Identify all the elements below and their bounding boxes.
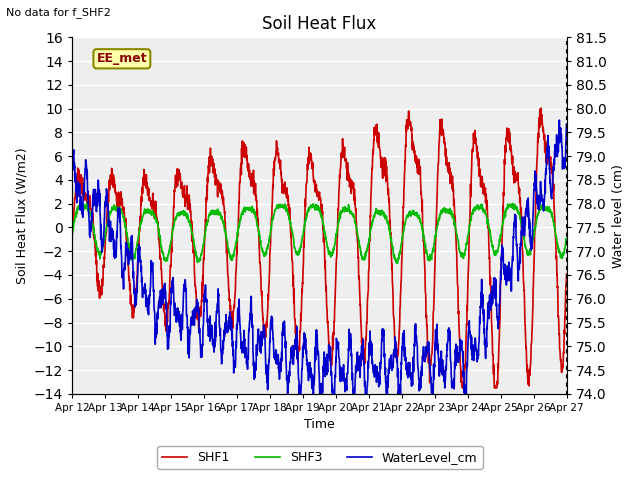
WaterLevel_cm [548,188,556,194]
Legend: SHF1, SHF3, WaterLevel_cm: SHF1, SHF3, WaterLevel_cm [157,446,483,469]
WaterLevel_cm [458,337,465,343]
SHF3 [563,238,570,243]
SHF3 [93,248,101,253]
WaterLevel_cm [556,117,563,123]
WaterLevel_cm [284,391,291,396]
WaterLevel_cm [93,203,101,209]
Y-axis label: Water level (cm): Water level (cm) [612,164,625,267]
Line: SHF1: SHF1 [72,108,566,388]
Title: Soil Heat Flux: Soil Heat Flux [262,15,376,33]
Line: SHF3: SHF3 [72,203,566,263]
SHF1 [548,171,556,177]
SHF3 [394,260,401,266]
SHF1 [68,233,76,239]
SHF1 [563,271,570,277]
SHF1 [537,105,545,111]
WaterLevel_cm [68,167,76,172]
SHF1 [458,368,465,373]
WaterLevel_cm [308,374,316,380]
SHF1 [549,178,557,184]
SHF3 [548,213,556,219]
SHF3 [83,200,90,206]
WaterLevel_cm [296,382,303,388]
SHF3 [308,204,316,210]
Text: EE_met: EE_met [97,52,147,65]
Line: WaterLevel_cm: WaterLevel_cm [72,120,566,394]
Text: No data for f_SHF2: No data for f_SHF2 [6,7,111,18]
SHF3 [68,235,76,240]
SHF1 [458,385,466,391]
SHF3 [458,252,466,258]
SHF1 [93,278,101,284]
SHF1 [308,165,316,170]
WaterLevel_cm [563,121,570,127]
WaterLevel_cm [548,189,556,194]
X-axis label: Time: Time [304,419,335,432]
SHF1 [296,344,303,350]
SHF3 [549,215,557,221]
SHF3 [296,246,303,252]
Y-axis label: Soil Heat Flux (W/m2): Soil Heat Flux (W/m2) [15,147,28,284]
